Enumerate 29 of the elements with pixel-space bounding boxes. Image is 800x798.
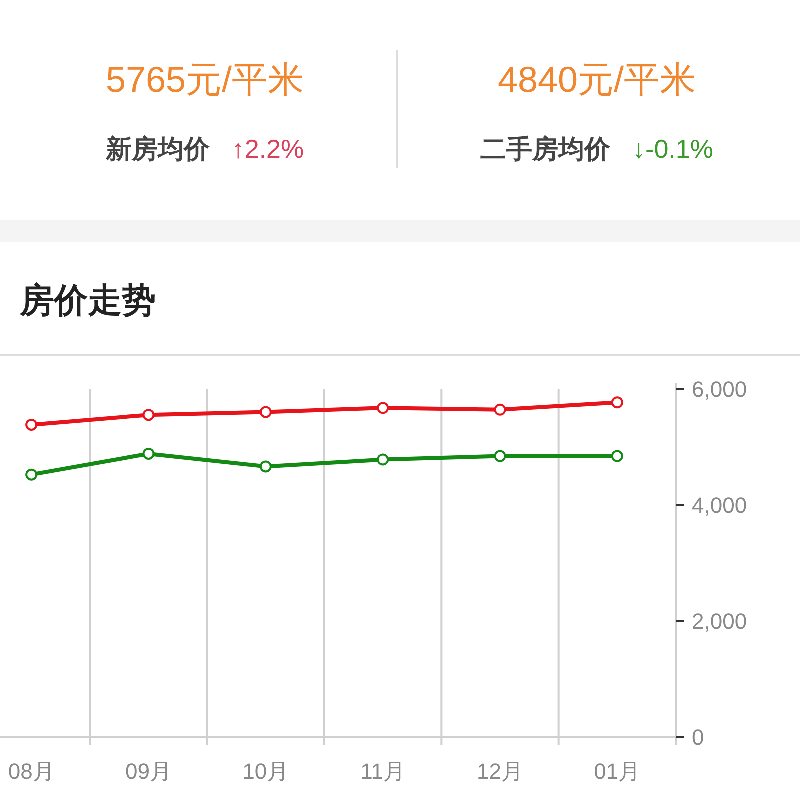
text: 4840元/平米 xyxy=(498,59,696,100)
point xyxy=(260,460,272,473)
text: ↓-0.1% xyxy=(632,134,714,164)
point xyxy=(377,402,390,414)
text: 新房均价 xyxy=(104,134,211,164)
point xyxy=(142,448,155,460)
x-tick-label: 11月 xyxy=(360,759,406,784)
x-tick-label: 09月 xyxy=(126,759,172,784)
y-tick-label: 2,000 xyxy=(692,609,748,634)
point xyxy=(494,404,506,416)
x-tick-label: 01月 xyxy=(594,759,641,784)
point xyxy=(26,468,38,481)
x-tick-label: 10月 xyxy=(242,759,290,784)
point xyxy=(377,454,390,466)
point xyxy=(142,409,155,422)
y-tick-label: 6,000 xyxy=(692,377,748,402)
point xyxy=(494,450,506,462)
x-tick-label: 08月 xyxy=(8,759,55,784)
text: ↑2.2% xyxy=(232,134,304,164)
x-tick-label: 12月 xyxy=(477,759,524,784)
point xyxy=(611,450,624,462)
point xyxy=(260,406,272,418)
point xyxy=(611,396,624,409)
point xyxy=(26,418,38,431)
y-tick-label: 0 xyxy=(692,725,704,750)
text: 5765元/平米 xyxy=(106,59,304,100)
y-tick-label: 4,000 xyxy=(692,493,748,518)
chart-title: 房价走势 xyxy=(19,282,156,320)
text: 二手房均价 xyxy=(480,134,612,164)
